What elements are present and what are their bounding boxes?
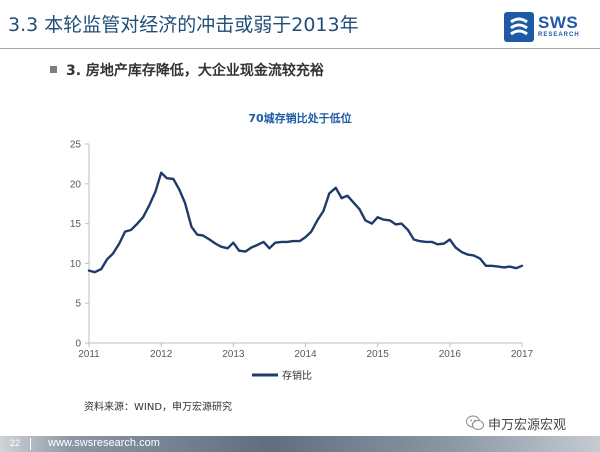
x-tick-label: 2015: [367, 349, 390, 360]
y-tick-label: 25: [70, 140, 82, 151]
bullet-icon: [50, 66, 57, 73]
slide-title: 3.3 本轮监管对经济的冲击或弱于2013年: [8, 14, 359, 36]
wechat-icon: [466, 415, 484, 430]
logo-text: SWS: [538, 13, 579, 32]
subheading: 3. 房地产库存降低，大企业现金流较充裕: [66, 63, 324, 79]
y-tick-label: 5: [75, 299, 81, 310]
footer-separator: [30, 438, 31, 450]
y-tick-label: 15: [70, 219, 82, 230]
footer-bar: [0, 436, 600, 452]
y-tick-label: 10: [70, 259, 82, 270]
series-line-0: [87, 171, 524, 274]
sws-logo: SWS RESEARCH: [504, 12, 586, 42]
sws-logo-icon: [504, 12, 534, 42]
source-note: 资料来源：WIND，申万宏源研究: [84, 402, 233, 413]
x-tick-label: 2013: [222, 349, 245, 360]
page-number: 22: [10, 438, 21, 448]
x-tick-label: 2014: [294, 349, 317, 360]
chart-title: 70城存销比处于低位: [248, 112, 352, 125]
wechat-label: 申万宏源宏观: [488, 418, 567, 433]
x-tick-label: 2012: [150, 349, 173, 360]
legend-label: 存销比: [282, 369, 312, 382]
y-tick-label: 0: [75, 339, 81, 350]
logo-subtext: RESEARCH: [538, 32, 580, 38]
x-tick-label: 2011: [78, 349, 100, 360]
footer-url[interactable]: www.swsresearch.com: [48, 437, 160, 449]
y-tick-label: 20: [70, 179, 82, 190]
title-divider: [0, 48, 600, 49]
x-tick-label: 2016: [439, 349, 462, 360]
x-tick-label: 2017: [511, 349, 534, 360]
